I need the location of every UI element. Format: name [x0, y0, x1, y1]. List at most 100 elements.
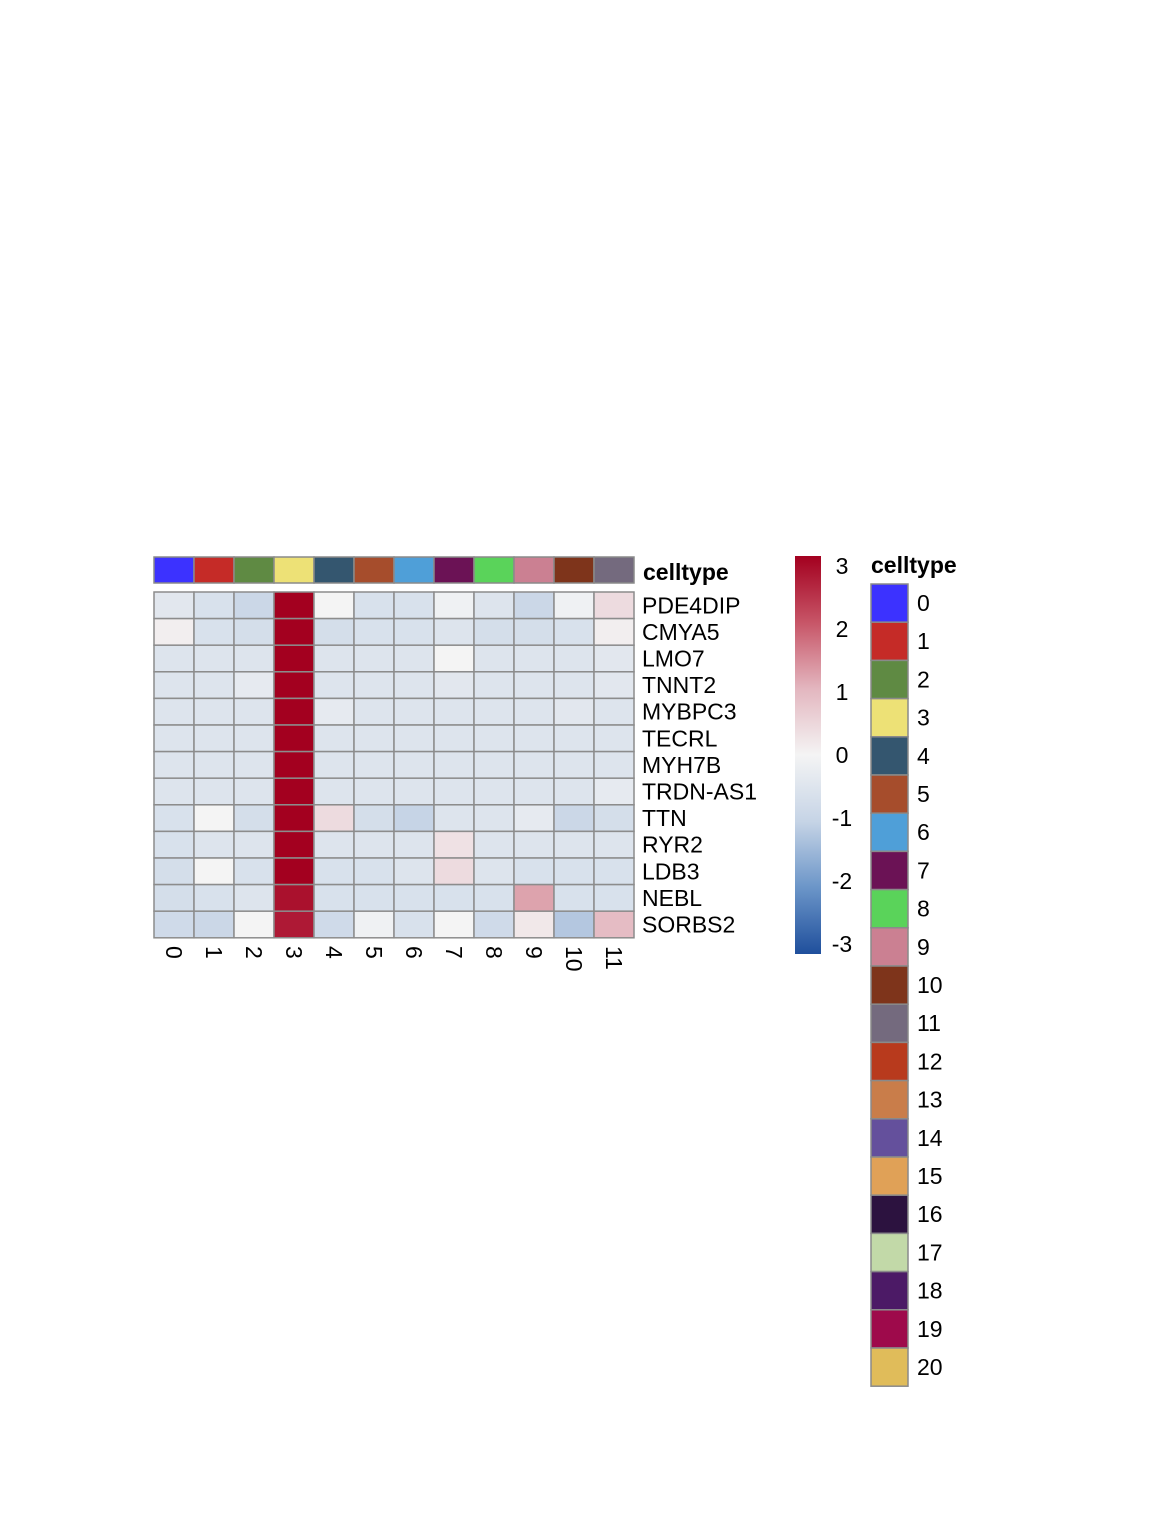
heatmap-cell — [233, 724, 275, 753]
heatmap-cell — [473, 671, 515, 700]
heatmap-cell — [393, 830, 435, 859]
heatmap-cell — [513, 617, 555, 646]
heatmap-cell — [233, 883, 275, 912]
row-label: MYH7B — [642, 752, 721, 778]
legend-label: 16 — [917, 1201, 943, 1227]
legend-swatch — [870, 583, 909, 623]
legend-swatch — [870, 1194, 909, 1235]
heatmap-cell — [353, 830, 395, 859]
heatmap-cell — [593, 750, 635, 779]
heatmap-cell — [193, 697, 235, 726]
annotation-title: celltype — [643, 559, 729, 585]
heatmap-cell — [553, 910, 595, 939]
heatmap-cell — [313, 857, 355, 886]
legend-swatch — [870, 659, 909, 700]
legend-label: 20 — [917, 1354, 943, 1380]
heatmap-cell — [153, 777, 195, 806]
heatmap-cell — [433, 591, 475, 620]
heatmap-cell — [393, 750, 435, 779]
heatmap-cell — [473, 617, 515, 646]
heatmap-cell — [593, 830, 635, 859]
heatmap-cell — [593, 804, 635, 833]
row-label: TRDN-AS1 — [642, 779, 757, 805]
heatmap-cell — [313, 617, 355, 646]
heatmap-cell — [153, 617, 195, 646]
heatmap-cell — [313, 591, 355, 620]
heatmap-cell — [193, 591, 235, 620]
legend-swatch — [870, 621, 909, 662]
heatmap-cell — [473, 910, 515, 939]
heatmap-cell — [153, 804, 195, 833]
heatmap-cell — [153, 697, 195, 726]
heatmap-cell — [473, 830, 515, 859]
heatmap-cell — [313, 750, 355, 779]
legend-swatch — [870, 1309, 909, 1349]
color-scale-tick-label: -2 — [832, 868, 852, 894]
heatmap-cell — [513, 697, 555, 726]
heatmap-cell — [473, 697, 515, 726]
heatmap-cell — [513, 910, 555, 939]
column-label: 1 — [201, 946, 227, 959]
heatmap-cell — [553, 644, 595, 673]
heatmap-cell — [353, 910, 395, 939]
heatmap-cell — [513, 750, 555, 779]
heatmap-cell — [273, 697, 315, 726]
heatmap-cell — [393, 724, 435, 753]
legend-swatch — [870, 1347, 909, 1387]
legend-swatch — [870, 1270, 909, 1311]
color-scale-tick-label: 0 — [836, 742, 849, 768]
column-labels: 0 1 2 3 4 5 6 7 8 9 10 11 — [161, 946, 627, 972]
column-label: 11 — [601, 946, 627, 970]
heatmap-cell — [313, 910, 355, 939]
heatmap-cell — [433, 804, 475, 833]
legend-label: 15 — [917, 1163, 943, 1189]
heatmap-cell — [273, 724, 315, 753]
column-label: 6 — [401, 946, 427, 959]
heatmap-cell — [473, 724, 515, 753]
row-label: TNNT2 — [642, 672, 716, 698]
heatmap-cell — [233, 910, 275, 939]
legend-label: 19 — [917, 1316, 943, 1342]
color-scale-tick-label: 2 — [836, 616, 849, 642]
heatmap-cell — [433, 777, 475, 806]
heatmap-cell — [273, 883, 315, 912]
heatmap-cell — [353, 804, 395, 833]
heatmap-cell — [233, 671, 275, 700]
heatmap-cell — [153, 644, 195, 673]
row-label: TTN — [642, 805, 687, 831]
column-label: 5 — [361, 946, 387, 959]
row-label: MYBPC3 — [642, 699, 737, 725]
heatmap-cell — [273, 644, 315, 673]
annotation-cell — [433, 556, 475, 584]
annotation-cell — [313, 556, 355, 584]
heatmap-cell — [473, 750, 515, 779]
heatmap-cell — [473, 644, 515, 673]
heatmap-cell — [233, 644, 275, 673]
legend-label: 12 — [917, 1048, 943, 1074]
heatmap-cell — [273, 804, 315, 833]
column-label: 10 — [561, 946, 587, 972]
heatmap-cell — [473, 591, 515, 620]
heatmap-cell — [513, 857, 555, 886]
heatmap-cell — [513, 724, 555, 753]
heatmap-cell — [273, 617, 315, 646]
heatmap-cell — [513, 644, 555, 673]
heatmap-cell — [273, 910, 315, 939]
heatmap-cell — [393, 671, 435, 700]
legend-label: 1 — [917, 628, 930, 654]
heatmap-cell — [233, 750, 275, 779]
column-label: 7 — [441, 946, 467, 959]
legend-label: 5 — [917, 781, 930, 807]
legend-label: 6 — [917, 819, 930, 845]
heatmap-cell — [593, 910, 635, 939]
heatmap-cell — [233, 804, 275, 833]
row-labels: PDE4DIPCMYA5LMO7TNNT2MYBPC3TECRLMYH7BTRD… — [642, 592, 757, 937]
heatmap-cell — [233, 777, 275, 806]
legend-label: 9 — [917, 934, 930, 960]
annotation-cell — [513, 556, 555, 584]
heatmap-cell — [153, 591, 195, 620]
legend-label: 13 — [917, 1087, 943, 1113]
heatmap-cell — [153, 671, 195, 700]
color-scale-tick-label: -3 — [832, 931, 852, 957]
